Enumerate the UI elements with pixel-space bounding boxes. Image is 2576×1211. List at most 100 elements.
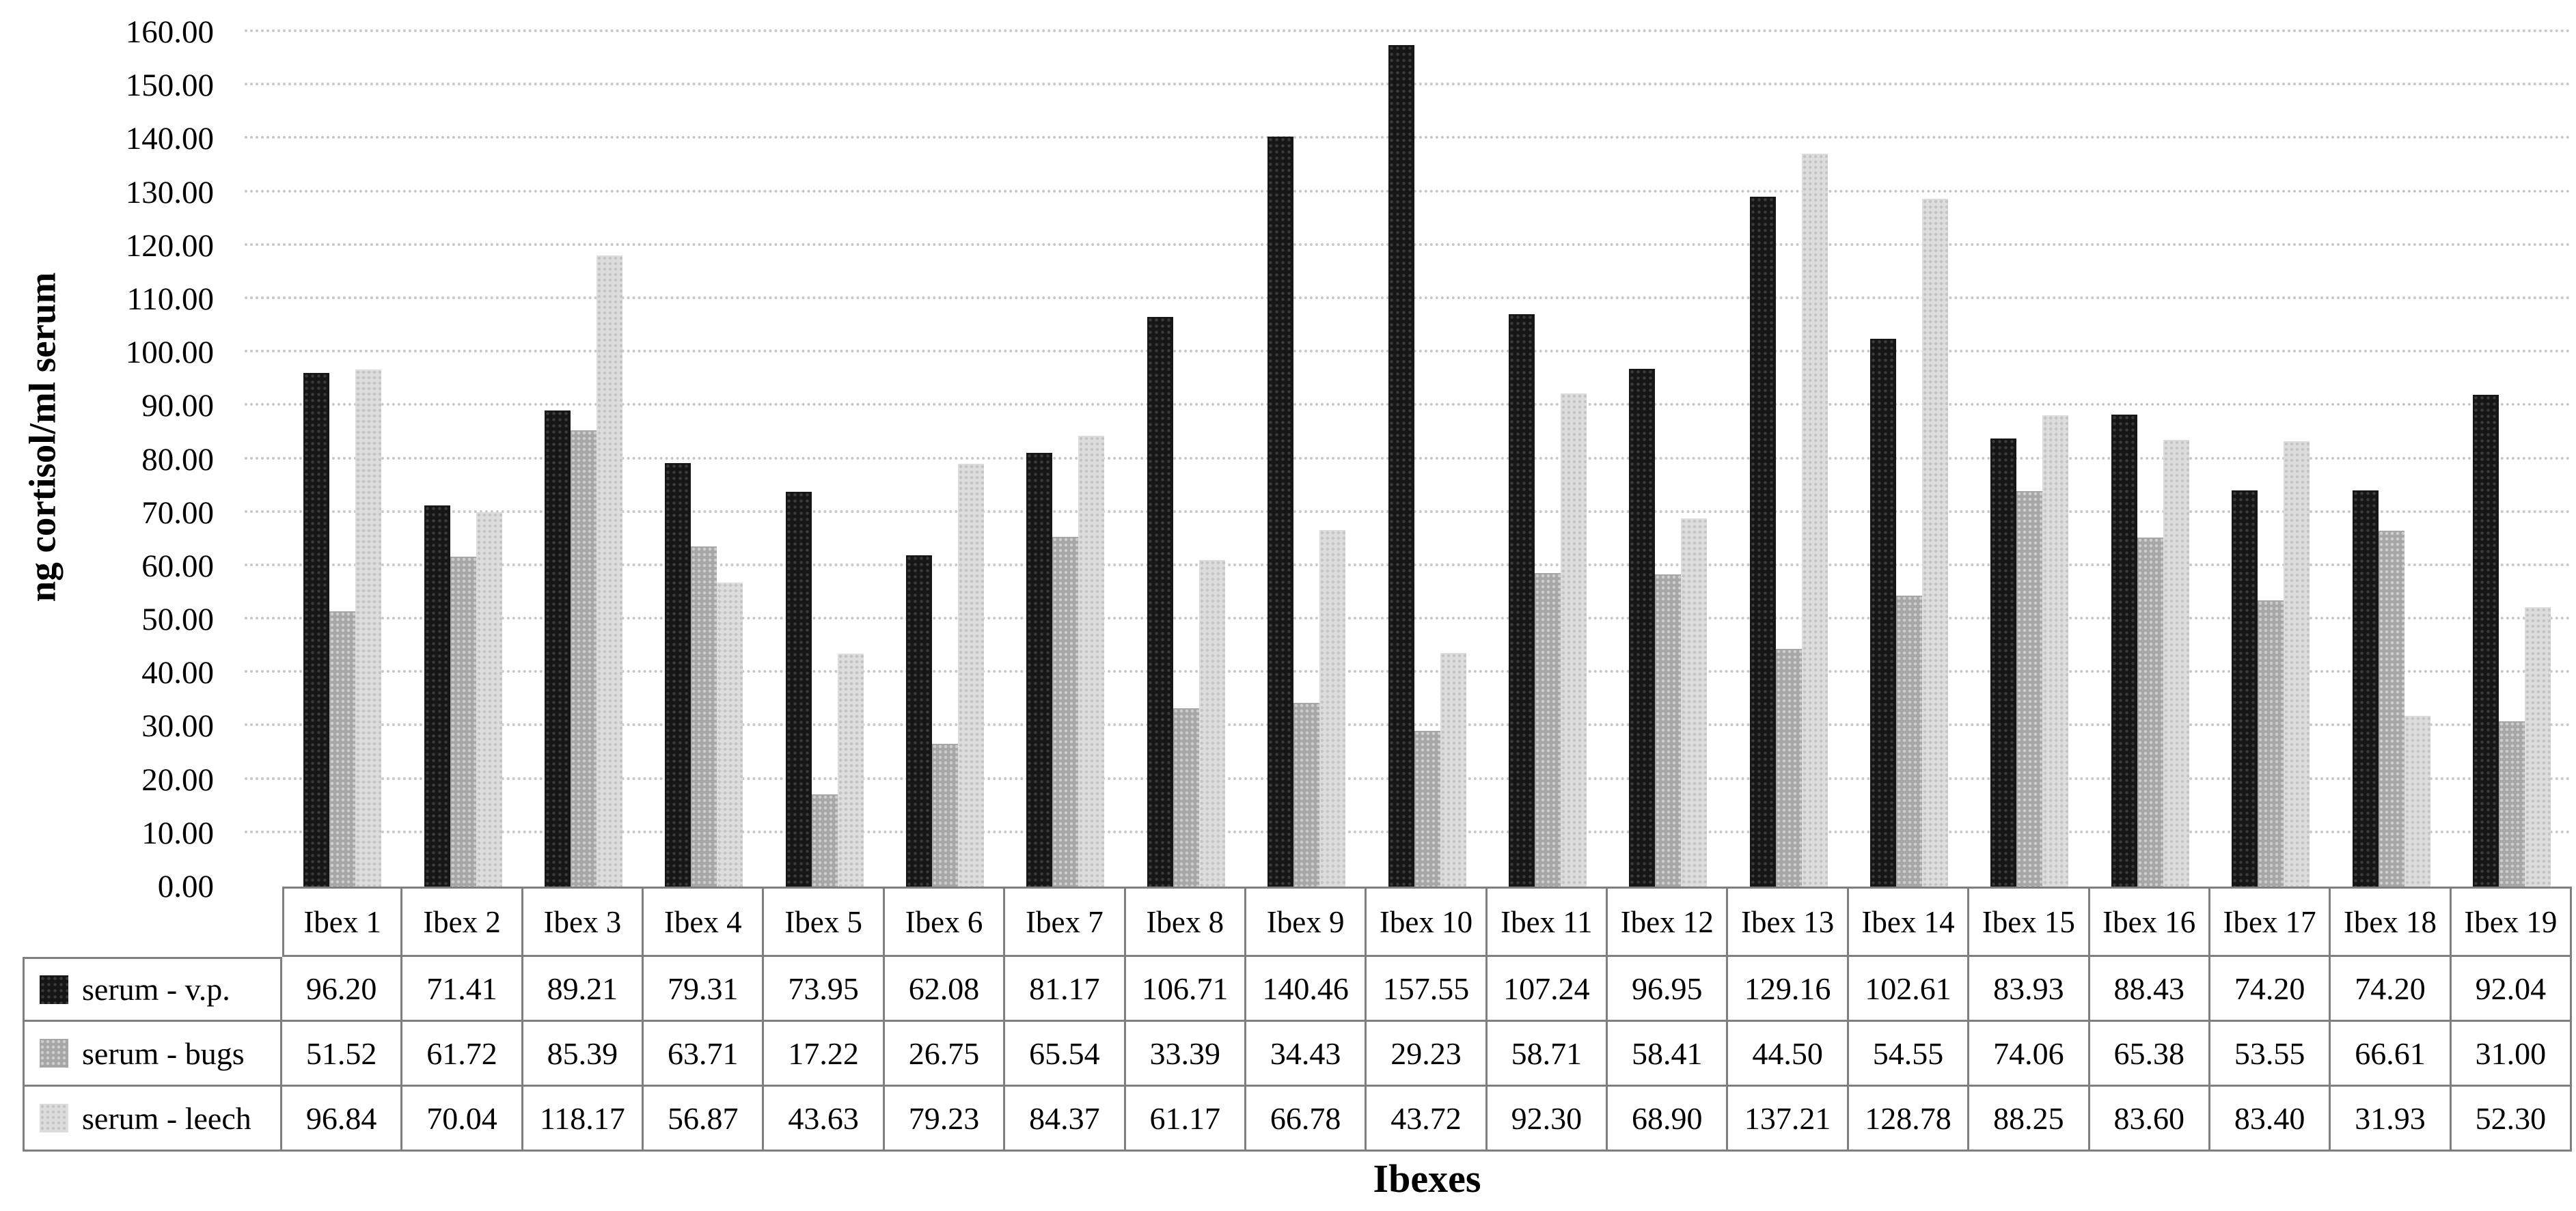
category-header-cell: Ibex 11 <box>1487 887 1608 957</box>
bar-group-ibex-1 <box>282 0 402 887</box>
value-cell: 84.37 <box>1005 1087 1126 1152</box>
value-cell: 44.50 <box>1728 1022 1849 1087</box>
bar-group-ibex-7 <box>1005 0 1125 887</box>
bar <box>1775 649 1802 887</box>
bar-group-ibex-2 <box>402 0 523 887</box>
series-legend-cell: serum - leech <box>23 1087 282 1152</box>
value-cell: 81.17 <box>1005 957 1126 1022</box>
bar <box>811 794 838 887</box>
value-cell: 68.90 <box>1608 1087 1729 1152</box>
value-cell: 51.52 <box>282 1022 403 1087</box>
bar <box>424 505 450 887</box>
category-header-cell: Ibex 10 <box>1367 887 1488 957</box>
bar <box>355 369 382 887</box>
bar <box>2524 607 2551 887</box>
bar <box>1534 573 1561 887</box>
bar <box>2498 721 2525 887</box>
value-cell: 96.95 <box>1608 957 1729 1022</box>
value-cell: 71.41 <box>402 957 523 1022</box>
bar-group-ibex-8 <box>1126 0 1246 887</box>
value-cell: 34.43 <box>1246 1022 1367 1087</box>
y-axis-tick-label: 120.00 <box>125 227 214 264</box>
value-cell: 73.95 <box>764 957 885 1022</box>
bar-group-ibex-5 <box>765 0 885 887</box>
series-label: serum - bugs <box>82 1035 245 1071</box>
bar <box>1560 393 1587 887</box>
legend-swatch-serum-leech <box>40 1104 68 1132</box>
value-cell: 79.31 <box>644 957 765 1022</box>
y-axis-tick-label: 100.00 <box>125 335 214 371</box>
y-axis-tick-label: 40.00 <box>141 655 214 691</box>
category-header-cell: Ibex 18 <box>2331 887 2452 957</box>
y-axis-tick-label: 90.00 <box>141 388 214 424</box>
y-axis-tick-label: 110.00 <box>126 281 214 317</box>
bar-group-ibex-6 <box>885 0 1005 887</box>
bar-group-ibex-3 <box>523 0 644 887</box>
y-axis-tick-label: 160.00 <box>125 14 214 50</box>
bar <box>2284 441 2310 887</box>
y-axis-tick-label: 140.00 <box>125 121 214 157</box>
y-axis-tick-label: 0.00 <box>157 869 214 904</box>
value-cell: 65.54 <box>1005 1022 1126 1087</box>
bar <box>1026 453 1053 887</box>
value-cell: 157.55 <box>1367 957 1488 1022</box>
bar-group-ibex-17 <box>2210 0 2331 887</box>
bar <box>1198 559 1225 887</box>
y-axis-tick-label: 20.00 <box>141 762 214 798</box>
category-header-cell: Ibex 19 <box>2451 887 2572 957</box>
series-label: serum - v.p. <box>82 972 230 1007</box>
bar <box>691 546 717 887</box>
bar-group-ibex-15 <box>1969 0 2089 887</box>
value-cell: 88.43 <box>2089 957 2210 1022</box>
value-cell: 102.61 <box>1848 957 1970 1022</box>
bar-group-ibex-14 <box>1849 0 1969 887</box>
value-cell: 118.17 <box>523 1087 644 1152</box>
value-cell: 52.30 <box>2451 1087 2572 1152</box>
bar <box>2137 537 2163 887</box>
y-axis-tick-label: 50.00 <box>141 602 214 638</box>
bar <box>2111 414 2137 887</box>
value-cell: 129.16 <box>1728 957 1849 1022</box>
value-cell: 83.60 <box>2089 1087 2210 1152</box>
bar <box>785 491 812 887</box>
category-header-cell: Ibex 15 <box>1969 887 2090 957</box>
value-cell: 128.78 <box>1848 1087 1970 1152</box>
bar <box>717 583 743 887</box>
category-header-cell: Ibex 8 <box>1125 887 1246 957</box>
series-legend-cell: serum - bugs <box>23 1022 282 1087</box>
category-header-cell: Ibex 5 <box>764 887 885 957</box>
bar <box>958 463 985 887</box>
value-cell: 61.72 <box>402 1022 523 1087</box>
value-cell: 43.72 <box>1367 1087 1488 1152</box>
value-cell: 58.71 <box>1487 1022 1608 1087</box>
series-legend-cell: serum - v.p. <box>23 957 282 1022</box>
bar <box>2163 440 2189 887</box>
bar <box>2378 531 2404 887</box>
bar-group-ibex-12 <box>1608 0 1728 887</box>
bar-group-ibex-19 <box>2452 0 2572 887</box>
bar <box>2352 490 2379 887</box>
value-cell: 17.22 <box>764 1022 885 1087</box>
bar <box>1922 199 1949 887</box>
bar <box>2016 490 2043 887</box>
y-axis-tick-label: 70.00 <box>141 495 214 531</box>
series-label: serum - leech <box>82 1100 251 1136</box>
bar <box>2232 490 2258 887</box>
value-cell: 66.61 <box>2331 1022 2452 1087</box>
bar-group-ibex-10 <box>1367 0 1487 887</box>
bar <box>1508 314 1535 887</box>
bar <box>1147 316 1173 887</box>
bar <box>1896 595 1923 887</box>
category-header-cell: Ibex 12 <box>1608 887 1729 957</box>
category-header-cell: Ibex 4 <box>644 887 765 957</box>
value-cell: 96.20 <box>282 957 403 1022</box>
value-cell: 70.04 <box>402 1087 523 1152</box>
value-cell: 92.04 <box>2451 957 2572 1022</box>
bar-group-ibex-18 <box>2331 0 2451 887</box>
bar <box>1749 197 1776 887</box>
legend-swatch-serum-vp <box>40 975 68 1004</box>
y-axis: 0.00 10.00 20.00 30.00 40.00 50.00 60.00 70.00 8… <box>0 0 214 904</box>
bar-groups <box>282 0 2572 887</box>
value-cell: 107.24 <box>1487 957 1608 1022</box>
bar <box>570 430 597 887</box>
